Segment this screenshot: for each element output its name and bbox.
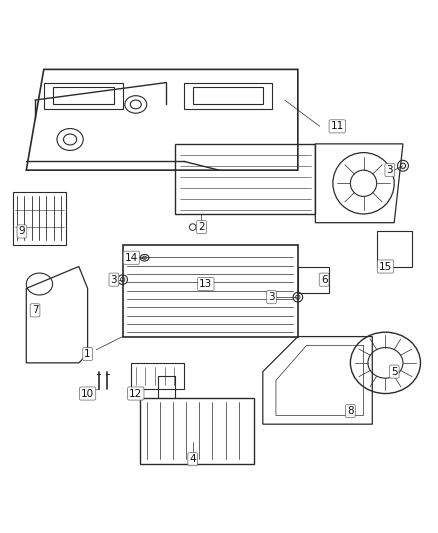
Text: 7: 7 — [32, 305, 39, 316]
Text: 4: 4 — [189, 454, 196, 464]
Text: 12: 12 — [129, 389, 142, 399]
Text: 3: 3 — [386, 165, 393, 175]
Text: 2: 2 — [198, 222, 205, 232]
Text: 9: 9 — [18, 227, 25, 237]
Text: 10: 10 — [81, 389, 94, 399]
Text: 1: 1 — [84, 349, 91, 359]
Text: 3: 3 — [268, 292, 275, 302]
Text: 13: 13 — [199, 279, 212, 289]
Bar — [13, 192, 66, 245]
Text: 6: 6 — [321, 274, 328, 285]
Text: 15: 15 — [379, 262, 392, 271]
Text: 14: 14 — [125, 253, 138, 263]
Text: 8: 8 — [347, 406, 354, 416]
Text: 5: 5 — [391, 367, 398, 377]
Text: 11: 11 — [331, 122, 344, 131]
Text: 3: 3 — [110, 274, 117, 285]
